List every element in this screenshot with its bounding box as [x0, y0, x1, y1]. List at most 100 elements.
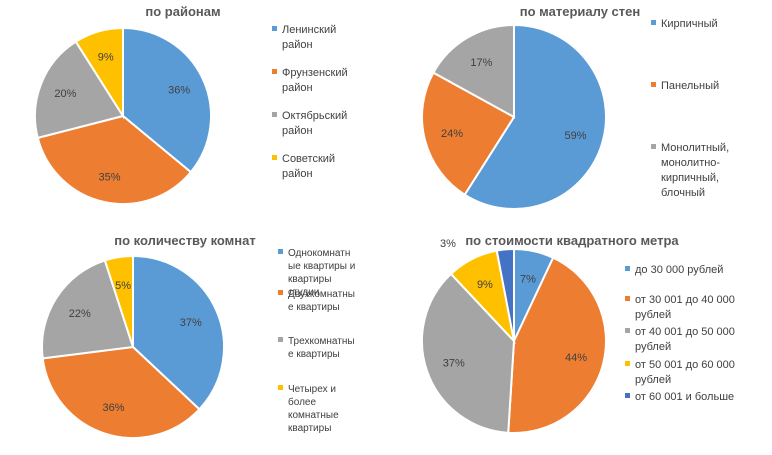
legend-label: рублей [635, 374, 671, 386]
legend-swatch [278, 385, 283, 390]
slice-value-label: 17% [470, 57, 492, 69]
legend-item: Ленинский район [272, 24, 336, 51]
legend-label: е квартиры [288, 349, 340, 360]
legend-item: Панельный [651, 80, 719, 92]
legend-swatch [272, 155, 277, 160]
pie-slice [421, 272, 516, 434]
legend-swatch [272, 26, 277, 31]
slice-value-label: 9% [477, 279, 493, 291]
legend-item: Советский район [272, 153, 335, 180]
slice-value-label: 36% [102, 402, 124, 414]
pie-chart-by-price-per-sqm: по стоимости квадратного метра 7% 44% 37% 9%… [421, 233, 735, 434]
legend-label: рублей [635, 309, 671, 321]
legend-item: Однокомнатн ые квартиры и квартиры студии [278, 248, 355, 298]
legend-label: район [282, 168, 313, 180]
legend-label: Панельный [661, 80, 719, 92]
legend-label: квартиры [288, 274, 331, 285]
legend-item: от 40 001 до 50 000 рублей [625, 326, 735, 353]
legend-label: блочный [661, 187, 705, 199]
legend-label: Двухкомнатны [288, 289, 355, 300]
chart-title: по количеству комнат [114, 233, 256, 248]
legend-label: квартиры [288, 423, 331, 434]
legend-label: ые квартиры и [288, 261, 355, 272]
legend-swatch [625, 328, 630, 333]
legend-item: Двухкомнатны е квартиры [278, 289, 355, 313]
pie-slice [74, 26, 124, 120]
legend-swatch [651, 144, 656, 149]
slice-value-label: 37% [180, 317, 202, 329]
legend-swatch [625, 296, 630, 301]
legend-label: от 30 001 до 40 000 [635, 294, 735, 306]
slice-value-label: 9% [98, 52, 114, 64]
pie-slice [420, 71, 516, 197]
legend-item: до 30 000 рублей [625, 264, 723, 276]
legend-label: от 40 001 до 50 000 [635, 326, 735, 338]
legend-label: Октябрьский [282, 110, 347, 122]
pie-chart-by-district: по районам 36% 35% 20% 9% Ленинский район Фрунз… [33, 4, 348, 206]
legend-swatch [278, 290, 283, 295]
slice-value-label: 22% [69, 308, 91, 320]
legend-label: кирпичный, [661, 172, 719, 184]
pie-slice [507, 256, 607, 434]
legend-label: комнатные [288, 410, 339, 421]
legend-label: район [282, 39, 313, 51]
legend-label: от 50 001 до 60 000 [635, 359, 735, 371]
pie-slice [122, 26, 213, 174]
slice-value-label: 3% [440, 238, 456, 250]
chart-title: по материалу стен [520, 4, 640, 19]
legend-item: Кирпичный [651, 18, 718, 30]
slice-value-label: 20% [54, 88, 76, 100]
slice-value-label: 5% [115, 280, 131, 292]
pie-chart-by-room-count: по количеству комнат 37% 36% 22% 5% Однокомна… [41, 233, 355, 439]
legend-swatch [278, 337, 283, 342]
legend-label: от 60 001 и больше [635, 391, 734, 403]
legend-label: Фрунзенский [282, 67, 348, 79]
legend-label: рублей [635, 341, 671, 353]
legend-swatch [278, 249, 283, 254]
legend-item: от 30 001 до 40 000 рублей [625, 294, 735, 321]
chart-title: по стоимости квадратного метра [465, 233, 679, 248]
legend-label: до 30 000 рублей [635, 264, 723, 276]
pie-slice [132, 254, 225, 411]
legend-label: район [282, 125, 313, 137]
legend-label: Монолитный, [661, 142, 729, 154]
legend-label: Трехкомнатны [288, 336, 355, 347]
slice-value-label: 44% [565, 352, 587, 364]
pie-slice [463, 23, 607, 210]
legend-swatch [625, 266, 630, 271]
slice-value-label: 7% [520, 274, 536, 286]
legend-label: Кирпичный [661, 18, 718, 30]
legend-label: студии [288, 287, 319, 298]
legend-item: Октябрьский район [272, 110, 347, 137]
pie-slice [495, 247, 515, 342]
legend-label: монолитно- [661, 157, 720, 169]
pie-slice [41, 345, 201, 439]
pie-slice [432, 23, 515, 119]
slice-value-label: 37% [443, 358, 465, 370]
legend-item: Монолитный, монолитно-кирпичный, блочный [651, 142, 729, 199]
legend-label: Однокомнатн [288, 248, 350, 259]
slice-value-label: 35% [98, 172, 120, 184]
slice-value-label: 59% [564, 130, 586, 142]
pie-slice [36, 114, 193, 206]
legend-swatch [272, 112, 277, 117]
pie-chart-by-wall-material: по материалу стен 59% 24% 17% Кирпичный Панел… [420, 4, 729, 210]
pie-slice [103, 254, 134, 348]
legend-item: Фрунзенский район [272, 67, 348, 94]
pie-slice [41, 259, 135, 360]
legend-item: Трехкомнатны е квартиры [278, 336, 355, 360]
legend-swatch [625, 361, 630, 366]
slice-value-label: 36% [168, 85, 190, 97]
legend-label: е квартиры [288, 302, 340, 313]
legend-label: Четырех и [288, 384, 336, 395]
legend-swatch [625, 393, 630, 398]
slice-value-label: 24% [441, 128, 463, 140]
legend-swatch [651, 82, 656, 87]
legend-item: от 60 001 и больше [625, 391, 734, 403]
legend-swatch [651, 20, 656, 25]
pie-slice [33, 40, 125, 140]
chart-title: по районам [145, 4, 220, 19]
legend-label: Ленинский [282, 24, 336, 36]
